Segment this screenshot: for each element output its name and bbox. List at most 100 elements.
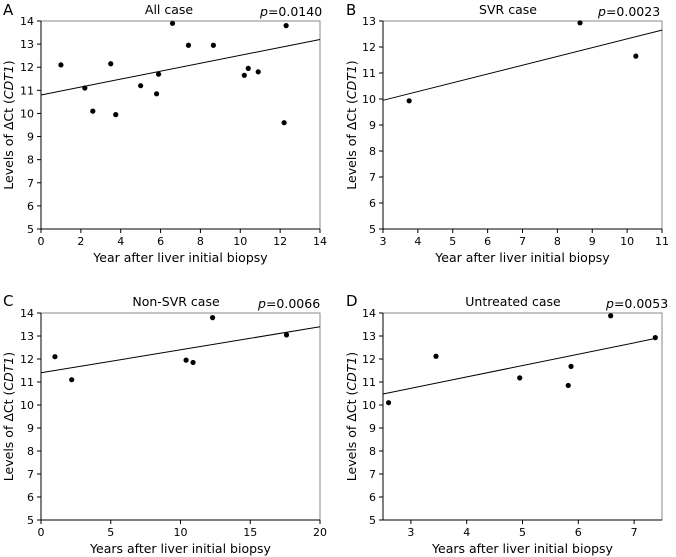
data-point: [568, 363, 574, 369]
y-axis-title-suffix: ): [344, 352, 359, 357]
p-value-label: p=0.0140: [259, 4, 322, 19]
y-tick-label: 9: [27, 131, 34, 144]
y-tick-label: 9: [27, 422, 34, 435]
chart-title: Untreated case: [465, 294, 561, 309]
data-point: [245, 65, 251, 71]
y-tick-label: 10: [20, 399, 34, 412]
x-tick-label: 6: [484, 235, 491, 248]
y-axis-title-gene: CDT1: [344, 65, 359, 99]
y-axis-title-prefix: Levels of ΔCt (: [1, 99, 16, 190]
y-tick-label: 10: [20, 107, 34, 120]
data-point: [241, 72, 247, 78]
x-tick-label: 10: [233, 235, 247, 248]
y-axis-title-gene: CDT1: [1, 65, 16, 99]
p-symbol: p: [259, 4, 268, 19]
y-tick-label: 12: [362, 353, 376, 366]
y-tick-label: 11: [20, 376, 34, 389]
data-point: [210, 42, 216, 48]
y-tick-label: 6: [27, 200, 34, 213]
y-tick-label: 11: [362, 376, 376, 389]
x-tick-label: 6: [575, 526, 582, 539]
panel-label: C: [3, 292, 13, 310]
panel-label: B: [346, 1, 356, 19]
y-tick-label: 8: [27, 154, 34, 167]
x-tick-label: 5: [449, 235, 456, 248]
data-point: [283, 23, 289, 29]
plot-frame: [382, 20, 663, 230]
y-axis-title-suffix: ): [344, 60, 359, 65]
chart-title: SVR case: [479, 2, 537, 17]
plot-frame: [382, 312, 663, 521]
x-tick-label: 4: [463, 526, 470, 539]
y-tick-label: 8: [27, 445, 34, 458]
regression-line: [40, 326, 321, 374]
x-tick-label: 2: [77, 235, 84, 248]
y-tick-label: 14: [20, 307, 34, 320]
data-point: [190, 359, 196, 366]
x-tick-label: 3: [407, 526, 414, 539]
y-tick-label: 5: [27, 514, 34, 527]
y-axis-title-suffix: ): [1, 352, 16, 357]
regression-line: [382, 337, 657, 395]
y-tick-label: 11: [20, 84, 34, 97]
y-axis-title-suffix: ): [1, 60, 16, 65]
y-tick-label: 6: [369, 197, 376, 210]
y-tick-label: 8: [369, 145, 376, 158]
plot-frame: [40, 312, 321, 521]
data-point: [608, 313, 614, 319]
y-tick-label: 5: [27, 223, 34, 236]
p-symbol: p: [597, 4, 606, 19]
p-number: =0.0053: [614, 296, 668, 311]
x-tick-label: 15: [243, 526, 257, 539]
x-tick-label: 7: [631, 526, 638, 539]
y-axis-title-gene: CDT1: [344, 357, 359, 391]
data-point: [113, 112, 119, 118]
y-tick-label: 7: [27, 468, 34, 481]
data-point: [169, 20, 176, 26]
y-tick-label: 5: [369, 223, 376, 236]
x-tick-label: 0: [38, 526, 45, 539]
chart-title: All case: [145, 2, 194, 17]
x-tick-label: 8: [197, 235, 204, 248]
data-point: [633, 53, 639, 59]
y-tick-label: 12: [20, 61, 34, 74]
regression-line: [382, 29, 663, 101]
y-tick-label: 7: [27, 177, 34, 190]
y-tick-label: 6: [27, 491, 34, 504]
data-point: [155, 71, 162, 77]
p-value-label: p=0.0053: [605, 296, 668, 311]
data-point: [406, 98, 412, 104]
y-tick-label: 7: [369, 468, 376, 481]
panel-b: 3 4 5 6 7 8 9 10 11 5 6 7 8 9 10 11 12 13 B SVR case p=0.002…: [344, 1, 669, 265]
p-number: =0.0023: [606, 4, 660, 19]
data-point: [153, 91, 160, 97]
p-value-label: p=0.0023: [597, 4, 660, 19]
y-tick-label: 12: [20, 353, 34, 366]
y-tick-label: 14: [362, 307, 376, 320]
regression-line: [40, 38, 321, 96]
x-tick-label: 5: [107, 526, 114, 539]
y-tick-label: 9: [369, 119, 376, 132]
y-tick-label: 13: [20, 38, 34, 51]
y-axis-title: Levels of ΔCt (CDT1): [344, 60, 359, 189]
y-tick-label: 8: [369, 445, 376, 458]
p-symbol: p: [257, 296, 266, 311]
data-point: [385, 400, 392, 406]
y-tick-label: 7: [369, 171, 376, 184]
x-tick-label: 7: [519, 235, 526, 248]
data-point: [138, 83, 144, 89]
x-tick-label: 14: [313, 235, 327, 248]
x-tick-label: 12: [273, 235, 287, 248]
p-number: =0.0140: [268, 4, 322, 19]
y-tick-label: 13: [362, 330, 376, 343]
x-tick-label: 10: [620, 235, 634, 248]
y-tick-label: 13: [362, 15, 376, 28]
y-tick-label: 13: [20, 330, 34, 343]
data-point: [82, 85, 88, 91]
x-tick-label: 11: [655, 235, 669, 248]
plot-frame: [40, 20, 321, 230]
data-point: [433, 353, 439, 359]
x-tick-label: 3: [380, 235, 387, 248]
y-axis-title-gene: CDT1: [1, 357, 16, 391]
